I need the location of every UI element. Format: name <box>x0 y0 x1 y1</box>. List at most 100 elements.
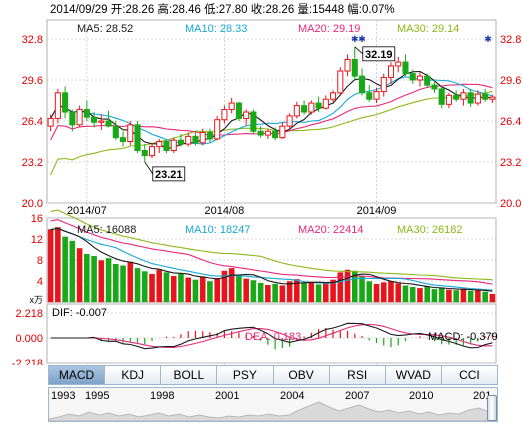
price-legend-item: MA5: 28.52 <box>77 23 133 35</box>
timeline-year: 2004 <box>280 390 305 402</box>
tab-psy[interactable]: PSY <box>217 365 274 385</box>
candle-up <box>185 135 192 145</box>
volume-ma20-line <box>50 219 493 285</box>
volume-bar <box>286 281 293 303</box>
tab-wvad[interactable]: WVAD <box>385 365 442 385</box>
candle-down <box>301 105 308 113</box>
candle-down <box>134 124 141 151</box>
volume-bar <box>127 261 134 303</box>
volume-bar <box>344 269 351 303</box>
candle-down <box>83 108 90 118</box>
dea-line <box>50 323 493 348</box>
annotation-box <box>152 166 186 182</box>
tab-rsi[interactable]: RSI <box>329 365 386 385</box>
volume-bar <box>330 279 336 303</box>
candle-up <box>98 120 105 123</box>
tab-cci[interactable]: CCI <box>441 365 498 385</box>
candle-up <box>264 130 271 136</box>
annotation-label: 32.19 <box>365 49 393 61</box>
timeline-sparkline <box>49 401 497 421</box>
extreme-marker-icon: ✱ <box>351 34 359 44</box>
timeline-handle-icon[interactable] <box>487 395 497 421</box>
candle-up <box>330 92 337 100</box>
macd-legend-macd: MACD: -0.379 <box>428 331 498 343</box>
timeline-year: 1998 <box>150 390 175 402</box>
volume-bar <box>141 271 148 303</box>
candle-up <box>286 115 293 127</box>
volume-ma5-line <box>50 227 493 292</box>
volume-bar <box>388 281 394 303</box>
volume-bar <box>185 277 192 303</box>
volume-bar <box>76 248 83 303</box>
candle-down <box>424 75 431 86</box>
candle-down <box>453 94 460 100</box>
candle-up <box>445 94 452 105</box>
price-tick-right: 32.8 <box>500 34 521 46</box>
tab-kdj[interactable]: KDJ <box>105 365 162 385</box>
volume-bar <box>228 268 235 303</box>
indicator-tabs: MACD KDJ BOLL PSY OBV RSI WVAD CCI <box>48 365 498 385</box>
volume-bar <box>380 282 387 303</box>
volume-bar <box>337 272 344 303</box>
volume-bar <box>47 229 54 303</box>
volume-bar <box>134 268 141 303</box>
volume-bar <box>467 290 474 303</box>
timeline-navigator[interactable]: 1993 1995 1998 2001 2004 2007 2010 201 <box>48 387 498 422</box>
volume-tick: 16 <box>31 213 43 225</box>
volume-bar <box>221 270 228 303</box>
candle-up <box>489 96 496 100</box>
candle-down <box>358 75 366 94</box>
candle-up <box>156 141 163 148</box>
price-tick-right: 26.4 <box>500 116 521 128</box>
candle-up <box>243 111 250 119</box>
quote-header: 2014/09/29 开:28.26 高:28.46 低:27.80 收:28.… <box>50 2 510 18</box>
candle-down <box>409 73 416 81</box>
volume-bar <box>163 272 170 303</box>
macd-tick: -2.218 <box>12 358 43 365</box>
volume-legend-item: MA20: 22414 <box>298 224 363 236</box>
candle-down <box>257 130 264 136</box>
annotation-leader <box>354 46 364 55</box>
volume-bar <box>351 270 358 303</box>
candle-down <box>177 139 185 145</box>
price-tick-left: 29.6 <box>22 75 43 87</box>
volume-legend-item: MA10: 18247 <box>185 224 250 236</box>
volume-bar <box>446 289 452 303</box>
candle-up <box>199 132 206 144</box>
volume-bar <box>475 289 481 303</box>
volume-bar <box>279 285 286 303</box>
tab-obv[interactable]: OBV <box>273 365 330 385</box>
timeline-years: 1993 1995 1998 2001 2004 2007 2010 201 <box>49 390 497 404</box>
candle-up <box>127 124 134 142</box>
volume-bar <box>315 284 322 303</box>
volume-legend-item: MA5: 16088 <box>77 224 136 236</box>
candle-down <box>467 92 474 104</box>
quote-header-text: 2014/09/29 开:28.26 高:28.46 低:27.80 收:28.… <box>50 4 395 16</box>
candle-up <box>380 76 387 93</box>
tab-boll[interactable]: BOLL <box>161 365 218 385</box>
volume-bar <box>62 236 68 303</box>
timeline-year: 1993 <box>51 390 76 402</box>
stock-chart[interactable]: 32.8 32.8 29.6 29.6 26.4 26.4 23.2 23.2 20.0 20.0… <box>0 0 523 365</box>
candle-down <box>250 111 257 132</box>
candle-up <box>344 59 351 72</box>
volume-bar <box>69 240 76 303</box>
candle-up <box>373 91 380 100</box>
annotation-label: 23.21 <box>155 169 183 181</box>
price-legend-item: MA20: 29.19 <box>298 23 360 35</box>
tab-macd[interactable]: MACD <box>48 365 106 385</box>
date-tick-label: 2014/09 <box>357 205 397 217</box>
volume-bar <box>105 258 112 303</box>
date-tick-label: 2014/07 <box>67 205 107 217</box>
candle-up <box>54 92 61 119</box>
candle-down <box>112 125 119 139</box>
candle-down <box>402 61 409 75</box>
volume-bar <box>424 286 430 303</box>
volume-bar <box>156 269 163 303</box>
annotation-leader <box>144 161 154 175</box>
price-tick-left: 26.4 <box>22 116 43 128</box>
volume-bar <box>149 273 155 303</box>
timeline-year: 2007 <box>345 390 370 402</box>
candle-down <box>69 111 76 126</box>
annotation-box <box>362 46 396 62</box>
